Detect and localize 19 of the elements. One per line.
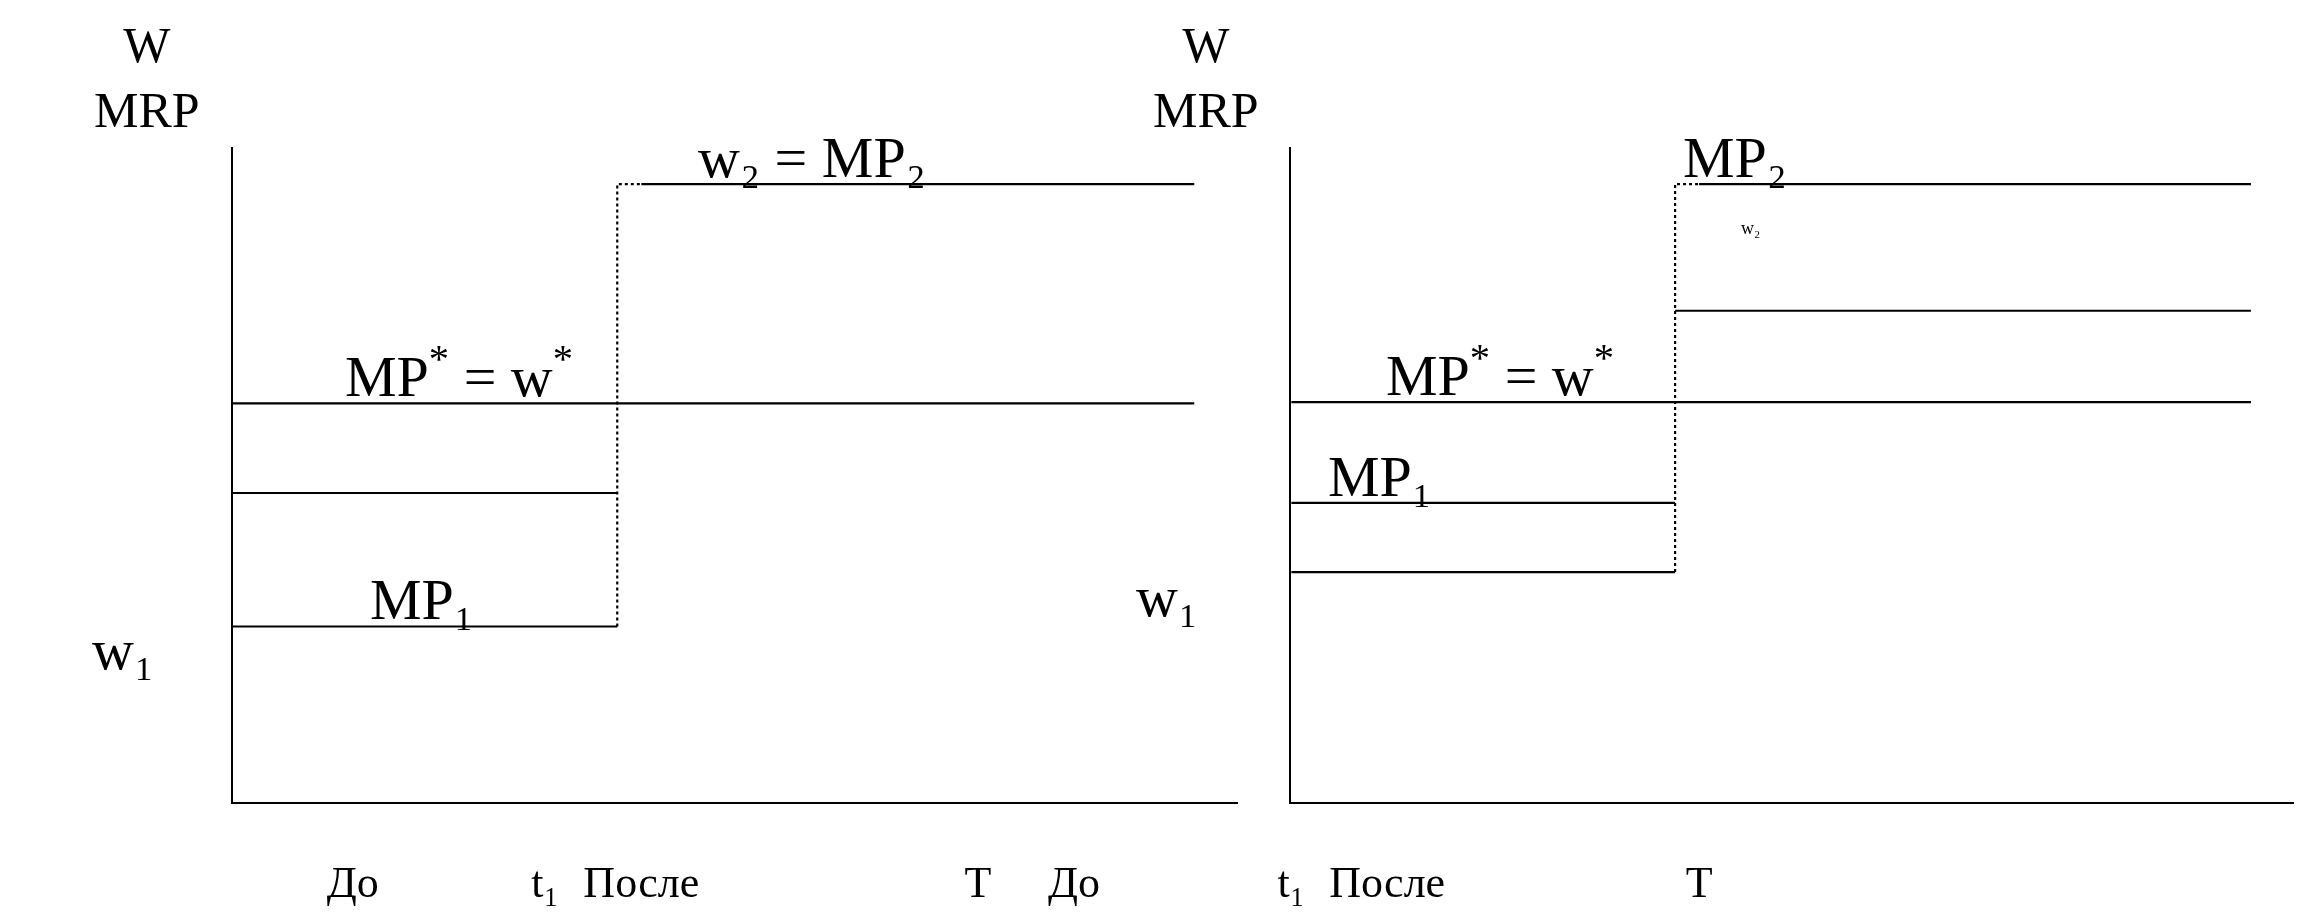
x-tick-label: После	[1329, 857, 1446, 907]
annotation: w₂	[1741, 218, 1761, 238]
x-tick-label: T	[1685, 857, 1713, 907]
x-tick-label: До	[326, 857, 379, 907]
x-tick-label: t₁	[1277, 857, 1305, 907]
y-axis-title: W MRP	[94, 17, 200, 138]
y-axis-title: W MRP	[1153, 17, 1259, 138]
annotation: w₂ = MP₂	[698, 125, 926, 190]
annotation: MP$^{*}$ = w$^{*}$	[345, 336, 574, 410]
text: w₁	[92, 617, 155, 682]
x-tick-label: После	[583, 857, 700, 907]
annotation: MP$^{*}$ = w$^{*}$	[1386, 335, 1615, 409]
annotation: MP₂	[1683, 125, 1788, 190]
x-tick-label: До	[1048, 857, 1101, 907]
x-tick-label: T	[964, 857, 992, 907]
annotation: MP₁	[370, 567, 475, 632]
annotation: w₁	[1136, 564, 1199, 629]
annotation: MP₁	[1328, 444, 1433, 509]
x-tick-label: t₁	[531, 857, 559, 907]
